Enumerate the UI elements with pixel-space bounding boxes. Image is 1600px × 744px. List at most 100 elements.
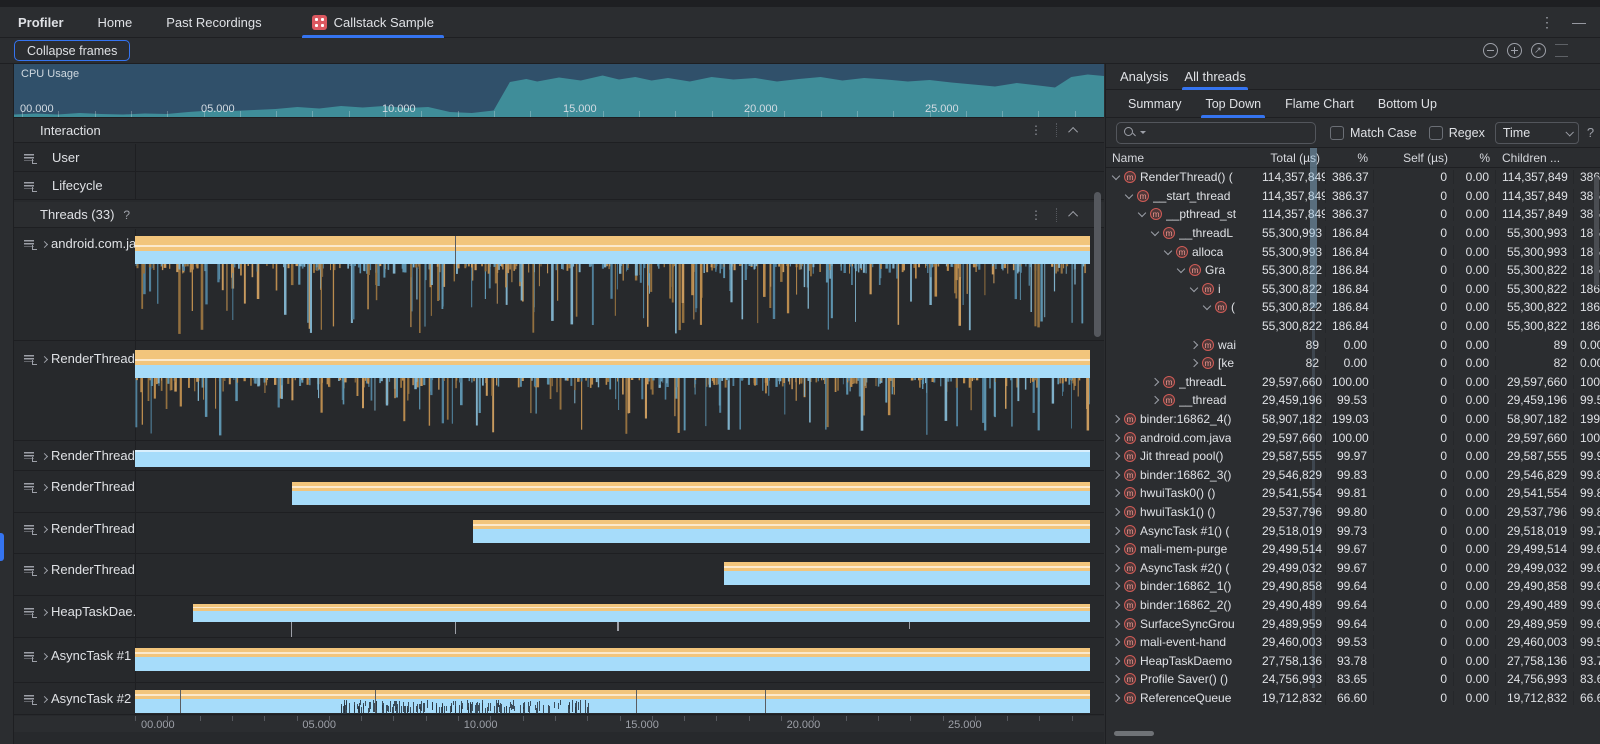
thread-row[interactable]: RenderThread xyxy=(14,513,1104,554)
thread-row[interactable]: RenderThread xyxy=(14,441,1104,471)
expand-node-icon[interactable] xyxy=(1190,340,1200,350)
table-row[interactable]: m Gra 55,300,822 186.84 0 0.00 55,300,822 186 xyxy=(1106,261,1600,280)
help-icon[interactable]: ? xyxy=(1586,125,1595,140)
chevron-right-icon[interactable] xyxy=(40,240,49,249)
col-self[interactable]: Self (µs) xyxy=(1403,150,1448,165)
thread-row[interactable]: AsyncTask #1 xyxy=(14,638,1104,683)
collapse-node-icon[interactable] xyxy=(1125,191,1135,201)
chevron-right-icon[interactable] xyxy=(40,695,49,704)
search-options-caret[interactable] xyxy=(1140,131,1146,134)
threads-help-icon[interactable]: ? xyxy=(123,207,131,222)
expand-node-icon[interactable] xyxy=(1112,693,1122,703)
chevron-right-icon[interactable] xyxy=(40,525,49,534)
table-row[interactable]: m AsyncTask #2() (29,499,032 99.67 0 0.00 29,… xyxy=(1106,558,1600,577)
interaction-collapse-icon[interactable] xyxy=(1068,126,1079,137)
table-row[interactable]: m android.com.java 29,597,660 100.00 0 0.00 29… xyxy=(1106,428,1600,447)
collapse-node-icon[interactable] xyxy=(1203,302,1213,312)
col-name[interactable]: Name xyxy=(1112,150,1145,165)
expand-node-icon[interactable] xyxy=(1112,581,1122,591)
table-row[interactable]: m hwuiTask1() () 29,537,796 99.80 0 0.00 29,53… xyxy=(1106,503,1600,522)
thread-track[interactable] xyxy=(135,341,1104,440)
thread-track[interactable] xyxy=(135,441,1104,470)
expand-node-icon[interactable] xyxy=(1112,619,1122,629)
col-total[interactable]: Total (µs) xyxy=(1270,150,1320,165)
collapse-node-icon[interactable] xyxy=(1190,284,1200,294)
expand-node-icon[interactable] xyxy=(1151,395,1161,405)
threads-section-header[interactable]: Threads (33) ? ⋮ xyxy=(14,202,1104,228)
chevron-right-icon[interactable] xyxy=(40,566,49,575)
table-row[interactable]: m _threadL 29,597,660 100.00 0 0.00 29,597,660… xyxy=(1106,373,1600,392)
table-row[interactable]: m __threadL 55,300,993 186.84 0 0.00 55,300,99… xyxy=(1106,224,1600,243)
table-row[interactable]: m(55,300,822 186.84 0 0.00 55,300,822 186 xyxy=(1106,298,1600,317)
table-row[interactable]: m __pthread_st 114,357,849 386.37 0 0.00 114,3… xyxy=(1106,205,1600,224)
table-row[interactable]: m AsyncTask #1() (29,518,019 99.73 0 0.00 29,… xyxy=(1106,521,1600,540)
reset-zoom-icon[interactable]: ↗ xyxy=(1531,43,1546,58)
expand-node-icon[interactable] xyxy=(1112,451,1122,461)
expand-node-icon[interactable] xyxy=(1112,488,1122,498)
subtab-summary[interactable]: Summary xyxy=(1128,96,1182,111)
table-row[interactable]: m i 55,300,822 186.84 0 0.00 55,300,822 186 xyxy=(1106,280,1600,299)
more-options-icon[interactable]: ⋮ xyxy=(1540,13,1554,30)
subtab-top-down[interactable]: Top Down xyxy=(1201,90,1266,118)
col-self-pct[interactable]: % xyxy=(1479,150,1490,165)
collapse-node-icon[interactable] xyxy=(1151,228,1161,238)
expand-node-icon[interactable] xyxy=(1151,377,1161,387)
table-row[interactable]: m mali-event-hand 29,460,003 99.53 0 0.00 29,4… xyxy=(1106,633,1600,652)
expand-node-icon[interactable] xyxy=(1112,470,1122,480)
thread-row[interactable]: AsyncTask #2 xyxy=(14,683,1104,715)
chevron-right-icon[interactable] xyxy=(40,652,49,661)
table-row[interactable]: m binder:16862_2() 29,490,489 99.64 0 0.00 29,… xyxy=(1106,596,1600,615)
collapse-node-icon[interactable] xyxy=(1164,247,1174,257)
chevron-right-icon[interactable] xyxy=(40,452,49,461)
regex-checkbox[interactable]: Regex xyxy=(1428,125,1485,140)
table-row[interactable]: m hwuiTask0() () 29,541,554 99.81 0 0.00 29,54… xyxy=(1106,484,1600,503)
interaction-section-header[interactable]: Interaction ⋮ xyxy=(14,117,1104,143)
thread-track[interactable] xyxy=(135,229,1104,340)
expand-node-icon[interactable] xyxy=(1112,637,1122,647)
interaction-row-lifecycle[interactable]: Lifecycle xyxy=(14,172,1104,200)
table-horizontal-scrollbar[interactable] xyxy=(1114,731,1154,736)
table-row[interactable]: m ReferenceQueue 19,712,832 66.60 0 0.00 19,71… xyxy=(1106,689,1600,708)
interaction-row-user[interactable]: User xyxy=(14,144,1104,172)
thread-track[interactable] xyxy=(135,554,1104,595)
cpu-usage-chart[interactable]: CPU Usage 00.000 05.000 10.000 15.000 20.000… xyxy=(14,64,1104,117)
expand-node-icon[interactable] xyxy=(1112,526,1122,536)
table-vertical-scrollbar[interactable] xyxy=(1594,176,1599,286)
chevron-right-icon[interactable] xyxy=(40,483,49,492)
collapse-node-icon[interactable] xyxy=(1112,172,1122,182)
thread-row[interactable]: RenderThread xyxy=(14,341,1104,441)
chevron-right-icon[interactable] xyxy=(40,355,49,364)
thread-row[interactable]: HeapTaskDae... xyxy=(14,596,1104,638)
expand-node-icon[interactable] xyxy=(1112,674,1122,684)
zoom-in-icon[interactable] xyxy=(1507,43,1522,58)
expand-node-icon[interactable] xyxy=(1190,358,1200,368)
table-row[interactable]: m __start_thread 114,357,849 386.37 0 0.00 114… xyxy=(1106,187,1600,206)
subtab-flame-chart[interactable]: Flame Chart xyxy=(1285,96,1354,111)
thread-track[interactable] xyxy=(135,513,1104,553)
expand-node-icon[interactable] xyxy=(1112,656,1122,666)
checkbox-box[interactable] xyxy=(1428,125,1443,140)
collapse-node-icon[interactable] xyxy=(1177,265,1187,275)
thread-track[interactable] xyxy=(135,638,1104,682)
table-row[interactable]: m Profile Saver() () 24,756,993 83.65 0 0.00 2… xyxy=(1106,670,1600,689)
threads-menu-icon[interactable]: ⋮ xyxy=(1030,207,1042,222)
time-dropdown[interactable]: Time xyxy=(1494,121,1579,144)
expand-node-icon[interactable] xyxy=(1112,433,1122,443)
table-row[interactable]: m Jit thread pool() 29,587,555 99.97 0 0.00 29… xyxy=(1106,447,1600,466)
threads-collapse-icon[interactable] xyxy=(1068,210,1079,221)
table-row[interactable]: m binder:16862_1() 29,490,858 99.64 0 0.00 29,… xyxy=(1106,577,1600,596)
nav-item-past-recordings[interactable]: Past Recordings xyxy=(166,14,262,30)
tab-callstack-sample[interactable]: Callstack Sample xyxy=(298,7,448,38)
nav-item-home[interactable]: Home xyxy=(97,14,133,30)
thread-track[interactable] xyxy=(135,683,1104,714)
search-input[interactable] xyxy=(1146,125,1315,140)
table-row[interactable]: m __thread 29,459,196 99.53 0 0.00 29,459,196 9… xyxy=(1106,391,1600,410)
col-pct[interactable]: % xyxy=(1357,150,1368,165)
expand-node-icon[interactable] xyxy=(1112,507,1122,517)
expand-node-icon[interactable] xyxy=(1112,544,1122,554)
table-row[interactable]: m binder:16862_3() 29,546,829 99.83 0 0.00 29,… xyxy=(1106,466,1600,485)
chevron-right-icon[interactable] xyxy=(40,608,49,617)
zoom-out-icon[interactable] xyxy=(1483,43,1498,58)
